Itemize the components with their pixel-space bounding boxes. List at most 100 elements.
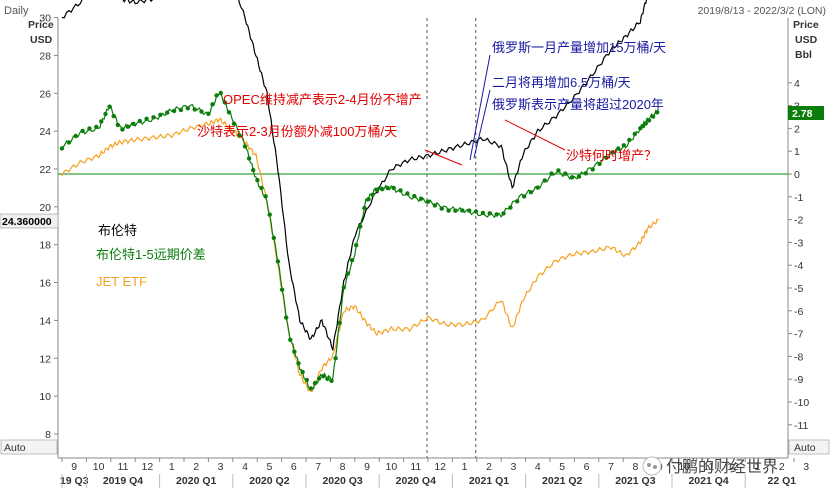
spread-point	[296, 361, 301, 366]
x-month-label: 12	[434, 461, 446, 473]
x-quarter-label: 2021 Q4	[688, 475, 728, 487]
left-tick-label: 30	[39, 13, 51, 25]
x-month-label: 9	[364, 461, 370, 473]
spread-point	[73, 133, 78, 139]
annotations: OPEC维持减产表示2-4月份不增产 沙特表示2-3月份额外减100万桶/天 沙…	[197, 40, 666, 166]
spread-point	[231, 121, 237, 126]
x-month-label: 11	[703, 461, 714, 473]
left-tick-label: 18	[39, 240, 51, 252]
spread-point	[312, 381, 318, 386]
spread-point	[385, 185, 390, 191]
left-tick-label: 28	[39, 50, 51, 62]
spread-point	[94, 124, 99, 130]
spread-point	[405, 191, 410, 196]
right-tick-label: -6	[794, 306, 803, 318]
spread-point	[535, 185, 540, 190]
legend: 布伦特 布伦特1-5远期价差 JET ETF	[96, 223, 206, 289]
spread-point	[576, 174, 582, 179]
spread-point	[508, 205, 513, 210]
spread-point	[66, 140, 72, 145]
x-month-label: 6	[291, 461, 297, 473]
spread-point	[284, 315, 289, 320]
spread-point	[446, 208, 451, 213]
spread-point	[218, 90, 223, 96]
left-auto-button[interactable]: Auto	[0, 439, 58, 455]
spread-point	[171, 108, 177, 114]
spread-point	[259, 185, 264, 191]
left-axis-unit-1: Price	[28, 19, 54, 31]
x-month-label: 9	[71, 461, 77, 473]
right-auto-label: Auto	[794, 442, 816, 454]
reference-lines	[58, 18, 788, 458]
x-month-label: 4	[242, 461, 248, 473]
x-quarter-label: 2021 Q2	[542, 475, 582, 487]
x-month-label: 8	[340, 461, 346, 473]
spread-point	[144, 116, 149, 122]
spread-point	[107, 104, 112, 109]
left-tick-label: 12	[39, 353, 51, 365]
spread-point	[528, 190, 534, 195]
spread-point	[80, 128, 85, 134]
spread-point	[473, 209, 479, 214]
spread-point	[304, 377, 309, 383]
spread-point	[137, 118, 142, 124]
x-month-label: 1	[754, 461, 760, 473]
left-tick-label: 20	[39, 202, 51, 214]
spread-point	[333, 356, 338, 361]
left-tick-label: 16	[39, 278, 51, 290]
x-quarter-label: 2019 Q4	[103, 475, 143, 487]
spread-point	[59, 146, 65, 151]
x-quarter-label: 2020 Q2	[249, 475, 289, 487]
spread-point	[460, 208, 465, 213]
x-month-label: 7	[315, 461, 321, 473]
pointer-opec	[424, 149, 463, 166]
left-tick-label: 14	[39, 315, 51, 327]
left-tick-label: 24	[39, 126, 51, 138]
spread-point	[210, 102, 215, 107]
x-month-label: 5	[266, 461, 272, 473]
annotation-russia-2020: 俄罗斯表示产量将超过2020年	[492, 97, 664, 112]
spread-point	[569, 175, 575, 180]
spread-point	[556, 168, 561, 173]
right-auto-button[interactable]: Auto	[788, 439, 830, 455]
spread-point	[325, 376, 330, 381]
watermark-text: 付鹏的财经世界	[666, 458, 778, 476]
spread-point	[380, 187, 385, 192]
watermark: 付鹏的财经世界	[642, 456, 778, 476]
spread-point	[151, 115, 156, 120]
left-axis-unit-2: USD	[30, 34, 53, 46]
spread-point	[627, 137, 632, 143]
spread-point	[418, 196, 424, 201]
series-line-1	[61, 0, 648, 351]
legend-spread: 布伦特1-5远期价差	[96, 247, 206, 262]
watermark-icon	[642, 456, 662, 476]
pointer-russia-jan	[469, 54, 491, 161]
spread-point	[271, 235, 276, 241]
x-month-label: 2	[486, 461, 492, 473]
spread-point	[542, 178, 547, 183]
spread-point	[590, 167, 595, 172]
right-axis-unit-3: Bbl	[795, 49, 812, 61]
spread-point	[292, 349, 297, 354]
spread-point	[432, 203, 438, 208]
spread-point	[192, 107, 197, 112]
spread-point	[321, 374, 326, 379]
spread-point	[494, 212, 499, 217]
right-tick-label: -1	[794, 192, 803, 204]
right-tick-label: -3	[794, 237, 803, 249]
annotation-saudi-when: 沙特何时增产？	[566, 148, 657, 163]
spread-point	[398, 188, 403, 193]
spread-point	[267, 212, 272, 217]
x-month-label: 1	[462, 461, 468, 473]
spread-point	[650, 114, 656, 119]
x-month-label: 12	[727, 461, 739, 473]
x-quarter-label: 22 Q1	[767, 475, 796, 487]
x-month-label: 4	[535, 461, 541, 473]
x-quarter-label: 2020 Q4	[396, 475, 436, 487]
spread-point	[206, 111, 211, 117]
spread-point	[337, 320, 342, 326]
spread-point	[242, 144, 248, 149]
pointer-saudi-when	[504, 119, 566, 151]
spread-point	[501, 211, 506, 216]
